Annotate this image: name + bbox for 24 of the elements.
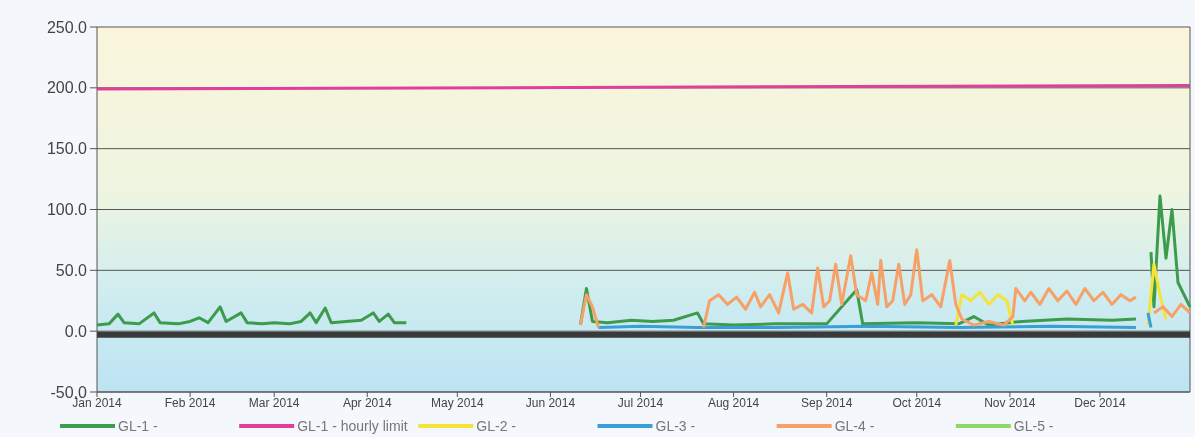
y-tick-label: 100.0	[46, 201, 88, 219]
x-tick-label: Sep 2014	[800, 396, 853, 410]
x-tick-label: Jul 2014	[617, 396, 664, 410]
legend-label: GL-4 -	[834, 417, 875, 434]
y-tick-label: 0.0	[64, 322, 88, 340]
x-tick-label: Nov 2014	[984, 396, 1036, 410]
y-tick-label: 200.0	[46, 79, 88, 97]
x-tick-label: Feb 2014	[164, 396, 216, 410]
x-tick-label: May 2014	[430, 396, 484, 410]
legend-label: GL-1 - hourly limit	[297, 417, 408, 434]
x-tick-label: Jan 2014	[72, 396, 123, 410]
x-tick-label: Aug 2014	[707, 396, 760, 410]
x-tick-label: Apr 2014	[342, 396, 392, 410]
legend-label: GL-1 -	[118, 417, 159, 434]
y-tick-label: 250.0	[46, 18, 88, 36]
legend-label: GL-2 -	[476, 417, 517, 434]
y-tick-label: 150.0	[46, 140, 88, 158]
x-tick-label: Mar 2014	[248, 396, 300, 410]
legend-label: GL-3 -	[655, 417, 696, 434]
legend-label: GL-5 -	[1013, 417, 1054, 434]
x-tick-label: Oct 2014	[892, 396, 942, 410]
x-tick-label: Jun 2014	[525, 396, 576, 410]
x-tick-label: Dec 2014	[1074, 396, 1126, 410]
y-tick-label: 50.0	[55, 261, 88, 279]
